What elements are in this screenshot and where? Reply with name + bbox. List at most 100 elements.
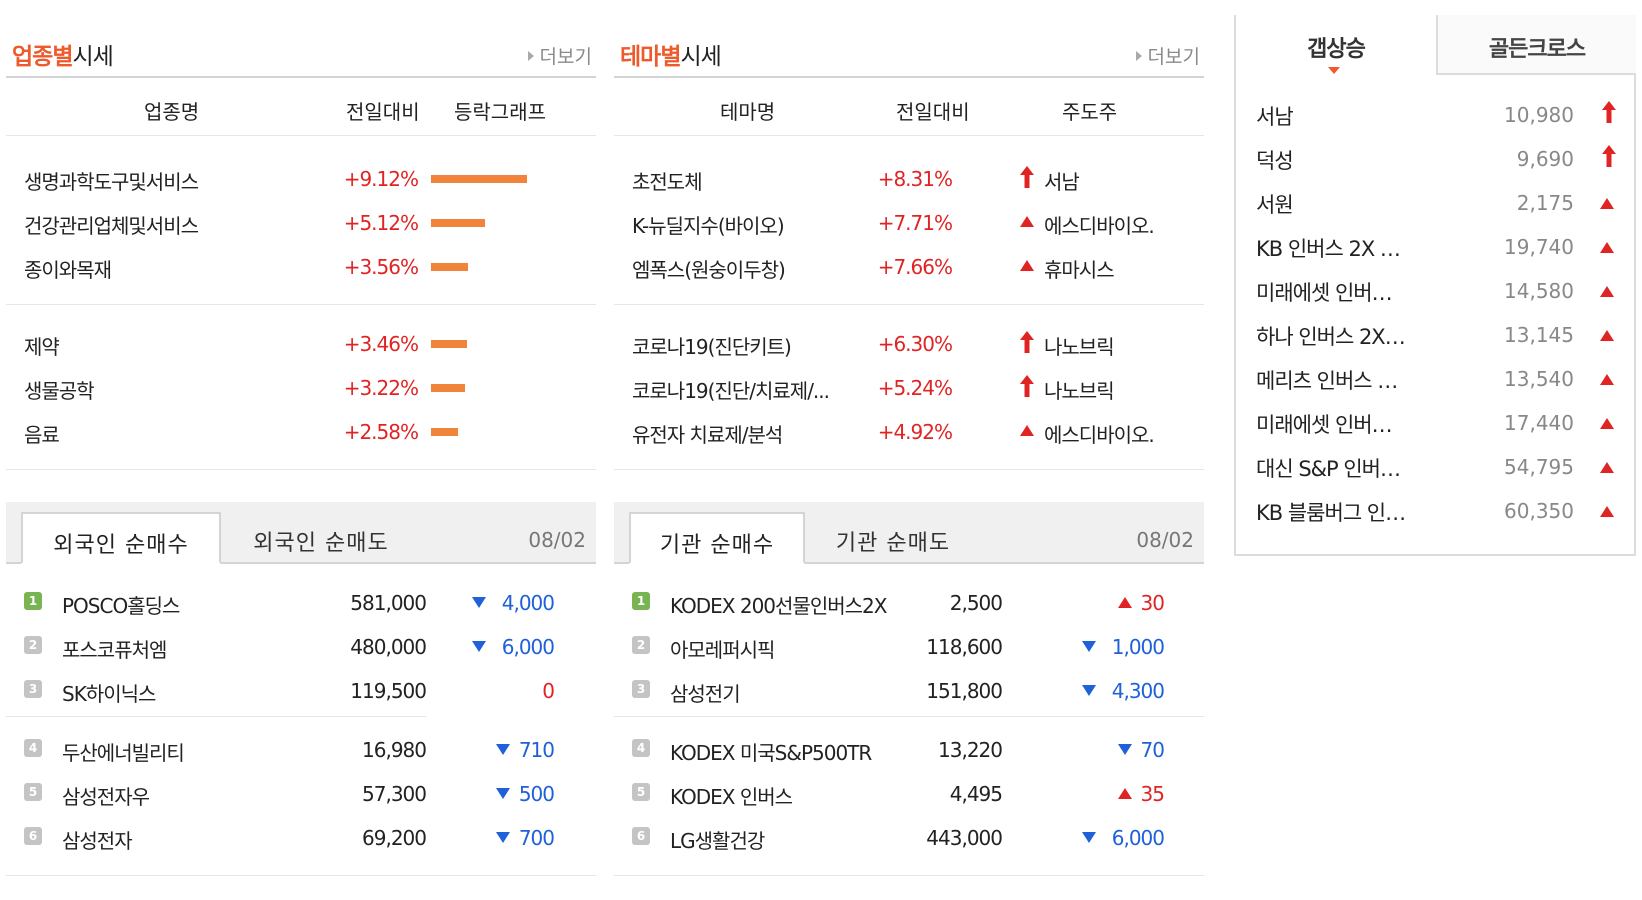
stock-name[interactable]: 메리츠 인버스 … [1256, 369, 1398, 393]
theme-leader-stock[interactable]: 서남 [1044, 170, 1080, 194]
gap-up-row[interactable]: 서원 2,175 [1236, 181, 1634, 225]
rank-row[interactable]: 6 LG생활건강 443,000 6,000 [614, 815, 1204, 859]
stock-name[interactable]: 대신 S&P 인버… [1256, 457, 1401, 481]
institution-tabbar: 기관 순매수 기관 순매도 08/02 [614, 502, 1204, 564]
stock-name[interactable]: KB 인버스 2X … [1256, 237, 1401, 261]
theme-row[interactable]: 코로나19(진단/치료제/... +5.24% 나노브릭 [614, 365, 1204, 409]
row-divider [6, 304, 596, 305]
gap-up-row[interactable]: 덕성 9,690 [1236, 137, 1634, 181]
sector-name[interactable]: 종이와목재 [24, 258, 112, 282]
sector-row[interactable]: 생물공학 +3.22% [6, 365, 596, 409]
tab-golden-cross[interactable]: 골든크로스 [1436, 15, 1636, 75]
theme-leader-stock[interactable]: 에스디바이오. [1044, 423, 1155, 447]
stock-name[interactable]: 덕성 [1256, 149, 1294, 173]
rank-row[interactable]: 1 KODEX 200선물인버스2X 2,500 30 [614, 580, 1204, 624]
theme-title[interactable]: 테마별시세 [620, 44, 722, 70]
sector-name[interactable]: 제약 [24, 335, 60, 359]
stock-name[interactable]: 두산에너빌리티 [62, 741, 185, 765]
theme-leader-stock[interactable]: 휴마시스 [1044, 258, 1115, 282]
stock-price: 119,500 [350, 679, 427, 703]
theme-name[interactable]: 코로나19(진단/치료제/... [632, 379, 830, 403]
stock-name[interactable]: LG생활건강 [670, 829, 765, 853]
theme-row[interactable]: 엠폭스(원숭이두창) +7.66% 휴마시스 [614, 244, 1204, 288]
rank-row[interactable]: 5 KODEX 인버스 4,495 35 [614, 771, 1204, 815]
tab-institution-net-buy[interactable]: 기관 순매수 [629, 512, 805, 564]
theme-more-link[interactable]: 더보기 [1135, 42, 1200, 69]
theme-name[interactable]: 엠폭스(원숭이두창) [632, 258, 786, 282]
theme-row[interactable]: K-뉴딜지수(바이오) +7.71% 에스디바이오. [614, 200, 1204, 244]
stock-name[interactable]: SK하이닉스 [62, 682, 156, 706]
rank-row[interactable]: 5 삼성전자우 57,300 500 [6, 771, 596, 815]
gap-up-row[interactable]: 메리츠 인버스 … 13,540 [1236, 357, 1634, 401]
theme-name[interactable]: K-뉴딜지수(바이오) [632, 214, 785, 238]
sector-row[interactable]: 종이와목재 +3.56% [6, 244, 596, 288]
gap-up-row[interactable]: 서남 10,980 [1236, 93, 1634, 137]
rank-row[interactable]: 2 포스코퓨처엠 480,000 6,000 [6, 624, 596, 668]
col-change: 전일대비 [896, 100, 970, 124]
gap-up-row[interactable]: KB 인버스 2X … 19,740 [1236, 225, 1634, 269]
sector-name[interactable]: 생물공학 [24, 379, 95, 403]
gap-up-row[interactable]: 하나 인버스 2X… 13,145 [1236, 313, 1634, 357]
tab-institution-net-sell[interactable]: 기관 순매도 [835, 531, 951, 556]
stock-name[interactable]: 미래에셋 인버… [1256, 281, 1393, 305]
stock-name[interactable]: KODEX 미국S&P500TR [670, 741, 872, 765]
sector-row[interactable]: 건강관리업체및서비스 +5.12% [6, 200, 596, 244]
theme-row[interactable]: 코로나19(진단키트) +6.30% 나노브릭 [614, 321, 1204, 365]
sector-name[interactable]: 음료 [24, 423, 60, 447]
theme-leader-stock[interactable]: 나노브릭 [1044, 379, 1115, 403]
stock-name[interactable]: 아모레퍼시픽 [670, 638, 775, 662]
theme-row[interactable]: 유전자 치료제/분석 +4.92% 에스디바이오. [614, 409, 1204, 453]
stock-name[interactable]: KB 블룸버그 인… [1256, 501, 1406, 525]
rank-row[interactable]: 3 삼성전기 151,800 4,300 [614, 668, 1204, 712]
theme-row[interactable]: 초전도체 +8.31% 서남 [614, 156, 1204, 200]
tab-foreign-net-sell[interactable]: 외국인 순매도 [253, 531, 389, 556]
stock-price: 443,000 [926, 826, 1003, 850]
stock-name[interactable]: 포스코퓨처엠 [62, 638, 167, 662]
stock-name[interactable]: 서남 [1256, 105, 1294, 129]
theme-name[interactable]: 초전도체 [632, 170, 703, 194]
sector-more-link[interactable]: 더보기 [527, 42, 592, 69]
stock-name[interactable]: 삼성전자우 [62, 785, 150, 809]
rank-row[interactable]: 6 삼성전자 69,200 700 [6, 815, 596, 859]
rank-row[interactable]: 4 KODEX 미국S&P500TR 13,220 70 [614, 727, 1204, 771]
up-triangle-icon [1600, 286, 1614, 297]
gap-up-row[interactable]: 미래에셋 인버… 14,580 [1236, 269, 1634, 313]
stock-name[interactable]: 미래에셋 인버… [1256, 413, 1393, 437]
stock-name[interactable]: 서원 [1256, 193, 1294, 217]
stock-change: 500 [518, 782, 555, 806]
stock-name[interactable]: 삼성전기 [670, 682, 741, 706]
stock-name[interactable]: POSCO홀딩스 [62, 594, 180, 618]
sector-name[interactable]: 생명과학도구및서비스 [24, 170, 199, 194]
gap-up-row[interactable]: 미래에셋 인버… 17,440 [1236, 401, 1634, 445]
theme-leader-stock[interactable]: 나노브릭 [1044, 335, 1115, 359]
theme-name[interactable]: 코로나19(진단키트) [632, 335, 792, 359]
sector-row[interactable]: 제약 +3.46% [6, 321, 596, 365]
rank-row[interactable]: 1 POSCO홀딩스 581,000 4,000 [6, 580, 596, 624]
theme-name[interactable]: 유전자 치료제/분석 [632, 423, 783, 447]
up-triangle-icon [1118, 597, 1132, 608]
gap-up-row[interactable]: 대신 S&P 인버… 54,795 [1236, 445, 1634, 489]
theme-list: 초전도체 +8.31% 서남 K-뉴딜지수(바이오) +7.71% 에스디바이오. 엠폭스(… [614, 156, 1204, 453]
institution-trade-panel: 기관 순매수 기관 순매도 08/02 1 KODEX 200선물인버스2X 2,5… [614, 502, 1204, 876]
rank-row[interactable]: 4 두산에너빌리티 16,980 710 [6, 727, 596, 771]
sector-title[interactable]: 업종별시세 [12, 44, 114, 70]
rank-row[interactable]: 2 아모레퍼시픽 118,600 1,000 [614, 624, 1204, 668]
sector-rate: +3.46% [343, 332, 419, 356]
stock-name[interactable]: KODEX 200선물인버스2X [670, 594, 887, 618]
rank-row[interactable]: 3 SK하이닉스 119,500 0 [6, 668, 596, 712]
stock-name[interactable]: 하나 인버스 2X… [1256, 325, 1406, 349]
sector-name[interactable]: 건강관리업체및서비스 [24, 214, 199, 238]
tab-gap-up[interactable]: 갭상승 [1236, 15, 1436, 75]
tab-foreign-net-buy[interactable]: 외국인 순매수 [21, 512, 221, 564]
sector-row[interactable]: 생명과학도구및서비스 +9.12% [6, 156, 596, 200]
sector-row[interactable]: 음료 +2.58% [6, 409, 596, 453]
gap-up-row[interactable]: KB 블룸버그 인… 60,350 [1236, 489, 1634, 533]
up-triangle-icon [1600, 506, 1614, 517]
stock-change: 30 [1140, 591, 1165, 615]
stock-name[interactable]: 삼성전자 [62, 829, 133, 853]
stock-name[interactable]: KODEX 인버스 [670, 785, 793, 809]
stock-price: 2,175 [1516, 191, 1574, 215]
down-triangle-icon [472, 597, 486, 608]
theme-leader-stock[interactable]: 에스디바이오. [1044, 214, 1155, 238]
stock-price: 10,980 [1504, 103, 1574, 127]
